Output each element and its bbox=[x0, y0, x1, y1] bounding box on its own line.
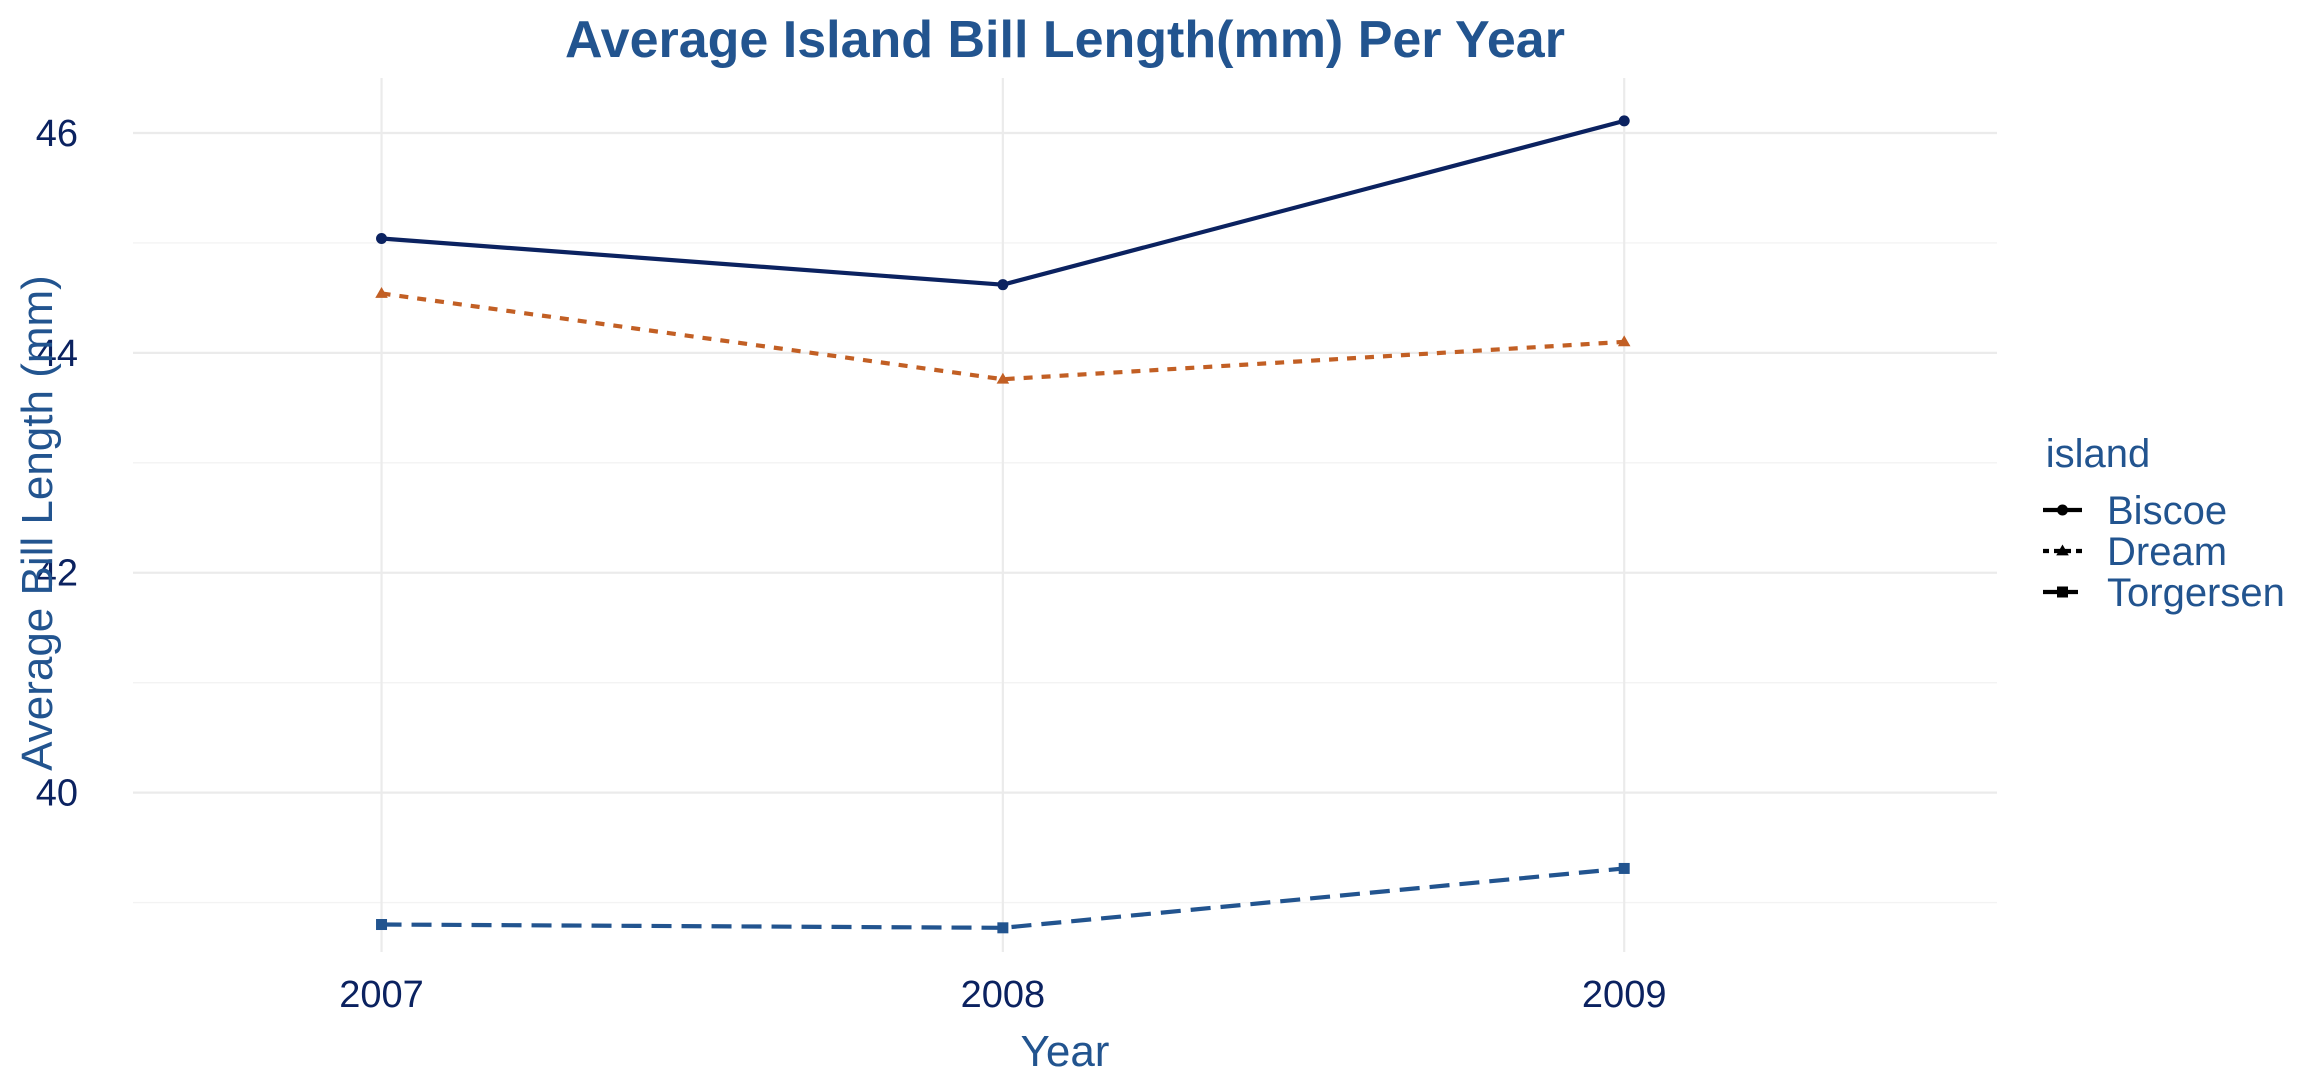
x-tick-label: 2009 bbox=[1582, 974, 1667, 1016]
series-lines bbox=[375, 115, 1631, 934]
data-point-torgersen bbox=[997, 922, 1009, 934]
x-tick-label: 2007 bbox=[339, 974, 424, 1016]
legend-label-torgersen: Torgersen bbox=[2107, 571, 2285, 615]
data-point-biscoe bbox=[1618, 115, 1630, 127]
axes: 40 42 44 46 2007 2008 2009 bbox=[36, 113, 1667, 1016]
grid-lines bbox=[133, 78, 1997, 952]
legend-title: island bbox=[2046, 432, 2151, 476]
data-point-biscoe bbox=[997, 279, 1009, 291]
legend-key-torgersen bbox=[2043, 586, 2082, 598]
y-tick-label: 46 bbox=[36, 113, 78, 155]
data-point-biscoe bbox=[376, 233, 388, 245]
y-tick-label: 40 bbox=[36, 773, 78, 815]
y-axis-title: Average Bill Length (mm) bbox=[13, 275, 62, 771]
legend-label-dream: Dream bbox=[2107, 530, 2227, 574]
y-tick-label: 42 bbox=[36, 553, 78, 595]
legend-label-biscoe: Biscoe bbox=[2107, 489, 2227, 533]
legend-key-biscoe bbox=[2043, 504, 2082, 516]
legend-key-dream bbox=[2043, 544, 2082, 556]
data-point-dream bbox=[1617, 335, 1631, 347]
legend-marker-torgersen bbox=[2057, 586, 2068, 598]
legend-marker-biscoe bbox=[2057, 504, 2068, 516]
x-tick-label: 2008 bbox=[961, 974, 1046, 1016]
y-tick-label: 44 bbox=[36, 333, 78, 375]
series-line-torgersen bbox=[381, 866, 1625, 930]
data-point-dream bbox=[375, 286, 388, 298]
legend-marker-dream bbox=[2056, 544, 2069, 556]
data-point-dream bbox=[996, 372, 1010, 384]
chart-title: Average Island Bill Length(mm) Per Year bbox=[565, 11, 1565, 69]
x-axis-title: Year bbox=[1021, 1027, 1110, 1076]
data-point-torgersen bbox=[376, 919, 388, 931]
data-point-torgersen bbox=[1618, 862, 1630, 874]
